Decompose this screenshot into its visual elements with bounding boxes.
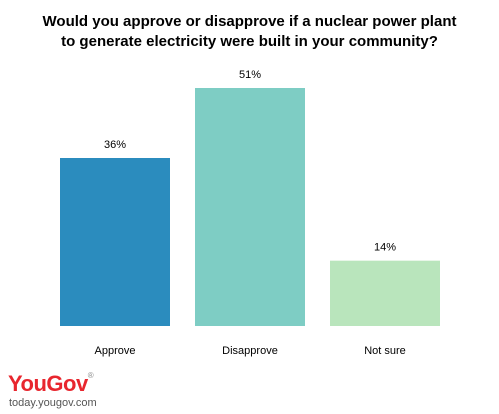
category-label: Approve	[95, 345, 136, 357]
logo-trademark-icon: ®	[87, 371, 94, 380]
bar-approve	[60, 158, 170, 326]
yougov-logo: YouGov®	[8, 371, 94, 397]
chart-title-line-2: to generate electricity were built in yo…	[61, 33, 438, 50]
chart-title-line-1: Would you approve or disapprove if a nuc…	[42, 13, 457, 30]
bar-disapprove	[195, 88, 305, 326]
category-label: Not sure	[364, 345, 406, 357]
value-label: 14%	[374, 242, 396, 254]
value-label: 36%	[104, 139, 126, 151]
category-label: Disapprove	[222, 345, 278, 357]
website-url: today.yougov.com	[9, 397, 97, 409]
logo-text: YouGov	[8, 371, 88, 396]
bar-not-sure	[330, 260, 440, 326]
value-label: 51%	[239, 69, 261, 81]
